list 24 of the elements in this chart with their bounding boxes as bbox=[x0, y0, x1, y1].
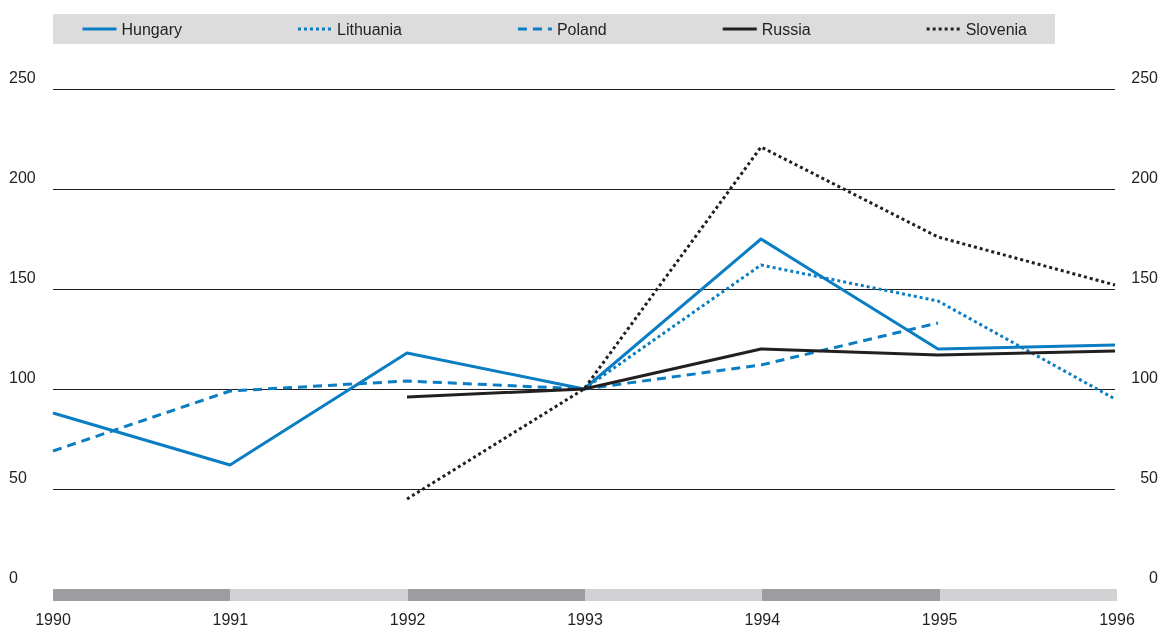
x-tick-label: 1995 bbox=[921, 610, 958, 627]
x-tick-label: 1993 bbox=[567, 610, 603, 627]
y-tick-label: 250 bbox=[9, 68, 36, 86]
y2-tick-label: 0 bbox=[1149, 568, 1159, 586]
y-tick-label: 150 bbox=[9, 268, 36, 286]
y-tick-label: 200 bbox=[9, 168, 36, 186]
x-tick-label: 1996 bbox=[1099, 610, 1135, 627]
x-tick-label: 1991 bbox=[212, 610, 249, 627]
x-tick-label: 1992 bbox=[389, 610, 426, 627]
y-tick-label: 0 bbox=[9, 568, 18, 586]
y2-tick-label: 250 bbox=[1131, 68, 1159, 86]
legend-label: Russia bbox=[761, 20, 811, 38]
y-tick-label: 50 bbox=[9, 468, 27, 486]
legend-label: Poland bbox=[556, 20, 607, 38]
legend-label: Hungary bbox=[121, 20, 182, 38]
x-tick-label: 1990 bbox=[35, 610, 71, 627]
y2-tick-label: 100 bbox=[1131, 368, 1159, 386]
y2-tick-label: 50 bbox=[1140, 468, 1159, 486]
y2-tick-label: 150 bbox=[1131, 268, 1159, 286]
y2-tick-label: 200 bbox=[1131, 168, 1159, 186]
x-tick-label: 1994 bbox=[744, 610, 781, 627]
y-tick-label: 100 bbox=[9, 368, 36, 386]
legend-label: Lithuania bbox=[336, 20, 403, 38]
legend-label: Slovenia bbox=[965, 20, 1028, 38]
